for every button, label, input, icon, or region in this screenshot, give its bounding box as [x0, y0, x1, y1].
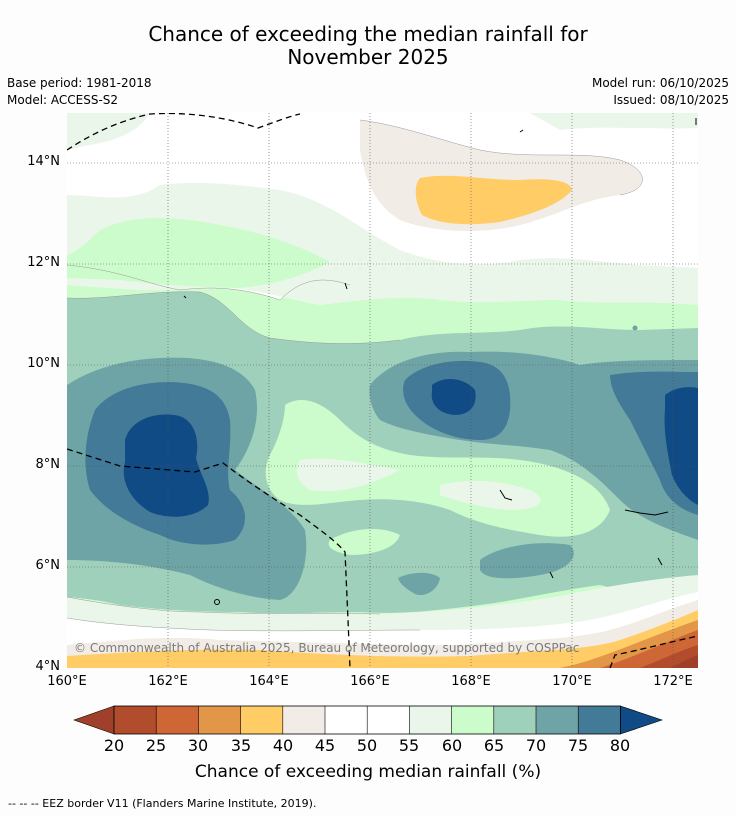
colorbar-label-65: 65	[483, 736, 505, 755]
issued-date: Issued: 08/10/2025	[613, 93, 729, 107]
colorbar-label-20: 20	[103, 736, 125, 755]
colorbar-50-55	[367, 706, 410, 734]
colorbar-35-40	[240, 706, 283, 734]
colorbar-label-45: 45	[314, 736, 336, 755]
x-tick-164e: 164°E	[249, 674, 289, 689]
region-60-65-small	[328, 528, 400, 555]
region-70-75-patch1	[480, 543, 574, 579]
colorbar-label-55: 55	[398, 736, 420, 755]
region-35-40-south	[67, 610, 698, 668]
colorbar-label-30: 30	[187, 736, 209, 755]
colorbar-label-80: 80	[609, 736, 631, 755]
copyright-text: © Commonwealth of Australia 2025, Bureau…	[74, 641, 580, 655]
y-tick-10n: 10°N	[27, 356, 60, 371]
eez-borders	[67, 113, 698, 668]
colorbar-label-60: 60	[441, 736, 463, 755]
x-tick-162e: 162°E	[148, 674, 188, 689]
region-35-40	[415, 175, 572, 225]
colorbar-45-50	[325, 706, 368, 734]
colorbar	[73, 705, 663, 735]
island-dot	[632, 325, 638, 331]
colorbar-label-35: 35	[230, 736, 252, 755]
colorbar-label-75: 75	[567, 736, 589, 755]
grid-lines	[67, 113, 698, 668]
colorbar-label-40: 40	[272, 736, 294, 755]
y-tick-6n: 6°N	[35, 558, 61, 573]
y-tick-4n: 4°N	[35, 659, 61, 674]
x-tick-160e: 160°E	[47, 674, 87, 689]
colorbar-65-70	[493, 706, 536, 734]
region-70-75-patch2	[398, 572, 440, 596]
colorbar-55-60	[409, 706, 452, 734]
colorbar-70-75	[536, 706, 579, 734]
y-tick-12n: 12°N	[27, 255, 60, 270]
chart-title-line2: November 2025	[287, 45, 449, 69]
colorbar-title: Chance of exceeding median rainfall (%)	[194, 762, 542, 782]
region-55-60-right	[440, 480, 541, 510]
colorbar-20-25	[114, 706, 157, 734]
colorbar-60-65	[451, 706, 494, 734]
colorbar-25-30	[156, 706, 199, 734]
x-tick-168e: 168°E	[451, 674, 491, 689]
x-tick-166e: 166°E	[350, 674, 390, 689]
colorbar-dividers	[155, 706, 579, 734]
colorbar-label-50: 50	[356, 736, 378, 755]
region-60-65-12n	[67, 218, 330, 288]
colorbar-40-45	[282, 706, 325, 734]
model-run: Model run: 06/10/2025	[591, 76, 729, 90]
map-field	[67, 113, 698, 668]
colorbar-label-25: 25	[145, 736, 167, 755]
colorbar-above-80	[620, 705, 663, 735]
colorbar-75-80	[578, 706, 621, 734]
model-name: Model: ACCESS-S2	[7, 93, 119, 107]
chart-title-line1: Chance of exceeding the median rainfall …	[148, 22, 588, 46]
colorbar-below-20	[73, 705, 115, 735]
x-tick-170e: 170°E	[552, 674, 592, 689]
region-below20-south	[670, 655, 698, 668]
colorbar-label-70: 70	[525, 736, 547, 755]
base-period: Base period: 1981-2018	[7, 76, 152, 90]
x-tick-172e: 172°E	[653, 674, 693, 689]
contour-lines	[67, 119, 643, 632]
region-over80-center	[431, 378, 476, 415]
y-tick-14n: 14°N	[27, 154, 60, 169]
region-55-60-center	[297, 458, 400, 492]
region-55-60-topleft	[67, 113, 150, 150]
colorbar-30-35	[198, 706, 241, 734]
eez-footnote: -- -- -- EEZ border V11 (Flanders Marine…	[8, 797, 317, 810]
islands	[183, 118, 697, 605]
y-tick-8n: 8°N	[35, 457, 61, 472]
region-over80-left	[123, 414, 209, 517]
